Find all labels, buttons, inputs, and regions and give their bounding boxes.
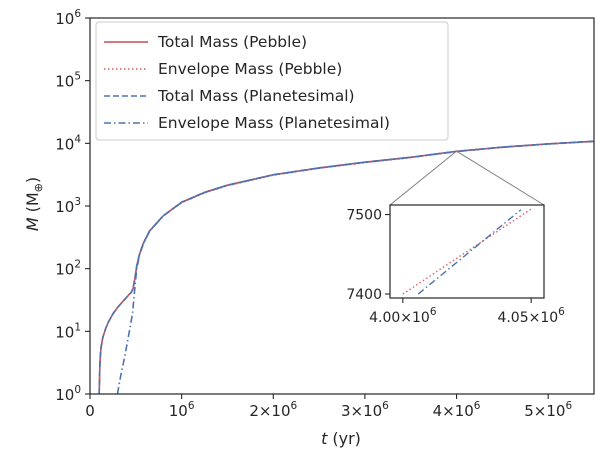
y-axis-unit-close: ) [23,177,42,183]
y-axis-unit-sub: ⊕ [32,183,45,192]
x-tick-label: 0 [85,402,95,420]
inset-line-1 [402,208,532,295]
inset-frame [389,204,545,299]
y-axis-unit-open: (M [23,192,42,212]
x-tick-label: 106 [169,400,195,420]
legend-label-1: Total Mass (Pebble) [157,33,307,51]
y-tick-label: 104 [55,133,81,153]
y-tick-label: 102 [55,259,81,279]
inset-x-tick-label: 4.00×106 [369,306,437,326]
legend: Total Mass (Pebble) Envelope Mass (Pebble… [95,21,449,141]
inset-y-tick-label: 7500 [346,208,382,224]
series-line-4 [116,140,594,394]
x-tick-label: 5×106 [524,400,572,420]
zoom-connector-left [389,150,457,206]
y-tick-label: 100 [55,384,81,404]
inset-y-tick-label: 7400 [346,287,382,303]
y-tick-label: 103 [55,196,81,216]
x-tick-label: 2×106 [249,400,297,420]
y-tick-label: 101 [55,321,81,341]
zoom-inset: 4.00×106 4.05×106 7400 7500 [346,150,565,326]
legend-label-4: Envelope Mass (Planetesimal) [158,114,390,132]
inset-lines [402,208,532,295]
y-axis-variable: M [23,217,42,231]
y-axis-label: M (M⊕) [23,177,45,231]
x-axis-variable: t [321,429,328,448]
legend-label-3: Total Mass (Planetesimal) [157,87,355,105]
zoom-connector-right [456,150,545,206]
y-tick-label: 106 [55,8,81,28]
inset-x-tick-label: 4.05×106 [497,306,565,326]
x-axis-ticks: 0 106 2×106 3×106 4×106 5×106 [85,394,572,420]
y-axis-ticks: 100 101 102 103 104 105 106 [55,8,90,404]
x-tick-label: 4×106 [433,400,481,420]
x-axis-label: t (yr) [321,429,361,448]
x-axis-unit: (yr) [332,429,361,448]
y-tick-label: 105 [55,71,81,91]
legend-label-2: Envelope Mass (Pebble) [158,60,342,78]
x-tick-label: 3×106 [341,400,389,420]
legend-box [95,21,449,141]
series-lines [98,140,594,394]
